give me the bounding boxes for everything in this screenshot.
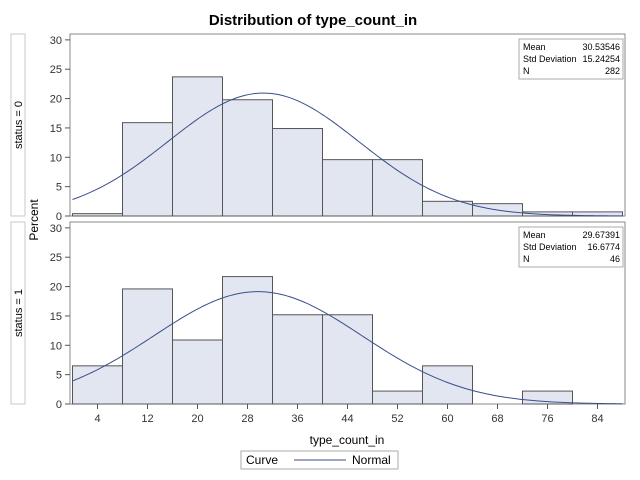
x-tick-label: 12 <box>141 413 153 425</box>
stats-label: N <box>523 254 530 264</box>
histogram-bar <box>272 128 323 217</box>
histogram-bar <box>122 288 173 405</box>
y-tick-label: 15 <box>50 311 62 323</box>
panel-strip-1 <box>10 221 26 405</box>
histogram-bar <box>72 213 123 217</box>
y-tick-label: 25 <box>50 252 62 264</box>
stats-label: Mean <box>523 230 546 240</box>
histogram-bar <box>272 314 323 405</box>
stats-label: N <box>523 66 530 76</box>
panel-strip-0 <box>10 33 26 217</box>
y-tick-label: 30 <box>50 35 62 47</box>
chart-title: Distribution of type_count_in <box>209 12 417 29</box>
x-tick-label: 52 <box>391 413 403 425</box>
y-tick-label: 5 <box>56 182 62 194</box>
histogram-bar <box>422 200 473 217</box>
histogram-bar <box>372 390 423 405</box>
y-tick-label: 0 <box>56 399 62 411</box>
panel-0: 0 5 10 15 20 25 30 Mean 30.53546 Std Deviation 15.… <box>50 35 624 223</box>
y-tick-label: 0 <box>56 211 62 223</box>
x-tick-label: 44 <box>341 413 353 425</box>
histogram-bar <box>322 314 373 405</box>
normal-curve <box>72 291 623 405</box>
y-tick-label: 20 <box>50 282 62 294</box>
stats-label: Mean <box>523 42 546 52</box>
legend-title: Curve <box>246 453 278 467</box>
x-tick-label: 76 <box>541 413 553 425</box>
stats-label: Std Deviation <box>523 242 577 252</box>
y-tick-label: 5 <box>56 370 62 382</box>
panel-strip-label-0: status = 0 <box>13 101 25 149</box>
x-axis: 4 12 20 28 36 44 52 60 68 76 84 <box>94 404 604 425</box>
histogram-bar <box>372 159 423 217</box>
panel-1: 0 5 10 15 20 25 30 Mean 29.67391 Std Deviation 16.… <box>50 223 624 411</box>
y-tick-label: 25 <box>50 64 62 76</box>
histogram-bar <box>72 365 123 405</box>
histogram-bar <box>222 276 273 405</box>
stats-label: Std Deviation <box>523 54 577 64</box>
y-tick-label: 30 <box>50 223 62 235</box>
x-tick-label: 28 <box>241 413 253 425</box>
y-tick-label: 15 <box>50 123 62 135</box>
histogram-bar <box>222 99 273 217</box>
stats-inset <box>518 226 624 268</box>
x-tick-label: 4 <box>94 413 100 425</box>
y-tick-label: 10 <box>50 152 62 164</box>
panel-strip-label-1: status = 1 <box>13 289 25 337</box>
x-tick-label: 60 <box>441 413 453 425</box>
stats-value: 15.24254 <box>582 54 620 64</box>
stats-value: 16.6774 <box>587 242 620 252</box>
histogram-bar <box>422 365 473 405</box>
legend: Curve Normal <box>240 450 399 470</box>
x-tick-label: 68 <box>491 413 503 425</box>
y-axis-label: Percent <box>27 199 41 241</box>
histogram-bar <box>172 339 223 405</box>
stats-inset <box>518 38 624 80</box>
stats-value: 282 <box>605 66 620 76</box>
histogram-bar <box>172 76 223 217</box>
x-tick-label: 84 <box>591 413 603 425</box>
stats-value: 29.67391 <box>582 230 620 240</box>
stats-value: 46 <box>610 254 620 264</box>
histogram-bar <box>322 159 373 217</box>
stats-value: 30.53546 <box>582 42 620 52</box>
x-tick-label: 36 <box>291 413 303 425</box>
y-tick-label: 10 <box>50 340 62 352</box>
x-axis-label: type_count_in <box>310 433 385 447</box>
legend-entry-normal: Normal <box>352 453 391 467</box>
y-tick-label: 20 <box>50 94 62 106</box>
x-tick-label: 20 <box>191 413 203 425</box>
normal-curve <box>72 92 623 217</box>
